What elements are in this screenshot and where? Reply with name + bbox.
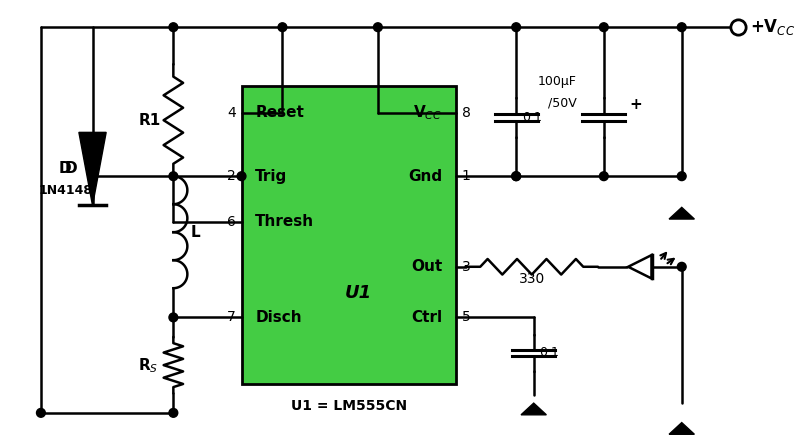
Circle shape xyxy=(512,172,521,181)
Text: 5: 5 xyxy=(462,310,471,324)
Text: 1: 1 xyxy=(462,169,471,183)
Text: 3: 3 xyxy=(462,260,471,274)
Text: 330: 330 xyxy=(519,272,545,286)
Circle shape xyxy=(512,172,521,181)
Polygon shape xyxy=(79,132,106,206)
Circle shape xyxy=(278,23,287,31)
Text: U1: U1 xyxy=(345,284,372,302)
Text: R$_S$: R$_S$ xyxy=(138,357,158,375)
Circle shape xyxy=(169,23,177,31)
Text: U1 = LM555CN: U1 = LM555CN xyxy=(291,399,407,413)
Circle shape xyxy=(169,408,177,417)
Text: Disch: Disch xyxy=(255,310,302,325)
Text: 6: 6 xyxy=(227,215,236,229)
Circle shape xyxy=(678,263,686,271)
Text: 1N4148: 1N4148 xyxy=(38,184,92,197)
Text: R1: R1 xyxy=(139,113,161,128)
Circle shape xyxy=(678,172,686,181)
Text: 0.1: 0.1 xyxy=(539,347,559,359)
Text: 8: 8 xyxy=(462,106,471,120)
Circle shape xyxy=(599,23,608,31)
Polygon shape xyxy=(669,423,694,434)
Text: 4: 4 xyxy=(227,106,236,120)
Text: 100µF: 100µF xyxy=(538,75,577,88)
Text: +: + xyxy=(629,97,642,112)
Polygon shape xyxy=(521,403,547,415)
Circle shape xyxy=(678,23,686,31)
Circle shape xyxy=(373,23,382,31)
Circle shape xyxy=(88,172,97,181)
Circle shape xyxy=(169,313,177,322)
Text: V$_{CC}$: V$_{CC}$ xyxy=(413,103,442,122)
Circle shape xyxy=(599,172,608,181)
Text: /50V: /50V xyxy=(548,97,577,110)
Text: 7: 7 xyxy=(227,310,236,324)
Text: D: D xyxy=(59,161,72,176)
Text: 2: 2 xyxy=(227,169,236,183)
Circle shape xyxy=(237,172,246,181)
Text: Out: Out xyxy=(411,259,442,274)
Text: Reset: Reset xyxy=(255,105,304,120)
Circle shape xyxy=(37,408,46,417)
Text: Ctrl: Ctrl xyxy=(411,310,442,325)
Text: L: L xyxy=(191,225,201,240)
Bar xyxy=(241,86,455,384)
Polygon shape xyxy=(669,207,694,219)
Circle shape xyxy=(169,172,177,181)
Circle shape xyxy=(512,23,521,31)
Text: Trig: Trig xyxy=(255,169,288,184)
Text: Thresh: Thresh xyxy=(255,214,314,229)
Text: 0.1: 0.1 xyxy=(522,111,542,124)
Text: +V$_{CC}$: +V$_{CC}$ xyxy=(750,17,795,37)
Text: Gnd: Gnd xyxy=(408,169,442,184)
Text: D: D xyxy=(65,161,78,176)
